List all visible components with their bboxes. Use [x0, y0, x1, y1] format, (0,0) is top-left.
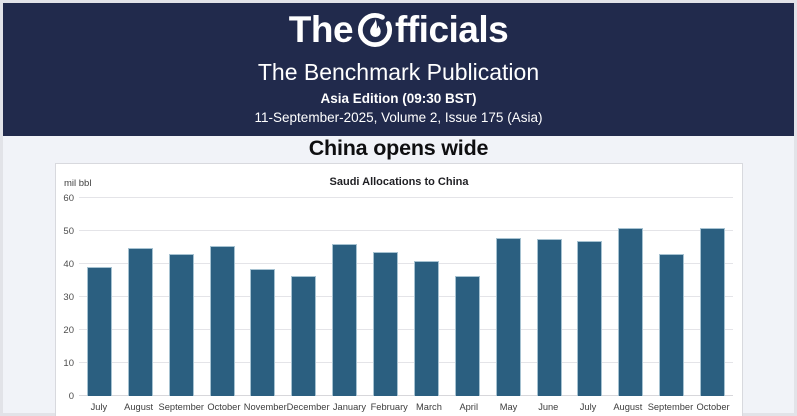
bar-1-july [86, 267, 112, 396]
bars [79, 198, 733, 396]
y-tick-label: 20 [63, 325, 74, 337]
y-tick-label: 10 [63, 358, 74, 370]
masthead: The fficials The Benchmark Publication A… [3, 3, 794, 136]
chart-title: Saudi Allocations to China [329, 176, 469, 188]
bar-slot [529, 198, 570, 396]
headline: China opens wide [308, 136, 489, 160]
x-axis-label: May [499, 402, 518, 412]
bar-slot [488, 198, 529, 396]
x-axis-label: November [243, 402, 287, 412]
x-axis-label: February [370, 402, 408, 412]
bar-slot [570, 198, 611, 396]
y-tick-label: 50 [63, 226, 74, 237]
bar-5-november [250, 268, 276, 396]
gridline [79, 263, 733, 265]
brand-text-the: The [288, 9, 354, 50]
bar-slot [243, 198, 284, 396]
bar-slot [120, 198, 161, 396]
x-axis-label: April [459, 402, 479, 412]
bar-slot [79, 198, 120, 396]
publication-subtitle: The Benchmark Publication [257, 59, 540, 85]
edition-line: Asia Edition (09:30 BST) [320, 91, 477, 106]
x-axis-label: September [647, 402, 694, 412]
gridline [79, 362, 733, 364]
bar-9-march [413, 260, 439, 396]
bar-16-october [700, 227, 726, 396]
bar-chart-plot: 0 10 20 30 40 50 60 [63, 193, 733, 402]
bar-slot [447, 198, 488, 396]
bar-8-february [373, 252, 399, 396]
x-axis-label: March [416, 402, 442, 412]
bar-10-april [454, 275, 480, 396]
brand-text-fficials: fficials [395, 9, 509, 50]
x-axis-label: June [538, 402, 559, 412]
x-axis-label: July [90, 402, 108, 412]
bar-slot [283, 198, 324, 396]
bar-7-january [332, 244, 358, 396]
x-axis-label: August [613, 402, 643, 412]
bar-slot [406, 198, 447, 396]
bar-15-september [659, 254, 685, 396]
y-tick-label: 60 [63, 193, 74, 204]
bar-11-may [495, 237, 521, 396]
bar-slot [161, 198, 202, 396]
brand-logo: The fficials [3, 10, 794, 57]
x-axis-label: August [124, 402, 154, 412]
x-axis-label: December [286, 402, 330, 412]
issue-line: 11-September-2025, Volume 2, Issue 175 (… [254, 110, 543, 125]
y-tick-label: 40 [63, 259, 74, 271]
y-tick-label: 0 [68, 391, 74, 402]
x-axis-label: January [332, 402, 366, 412]
gridline [79, 296, 733, 297]
gridline [79, 197, 733, 198]
bar-12-june [536, 239, 562, 396]
bar-slot [202, 198, 243, 396]
gridline [79, 230, 733, 231]
x-axis-label: July [579, 402, 597, 412]
gridline [79, 329, 733, 331]
x-axis-label: October [207, 402, 241, 412]
y-axis-unit-label: mil bbl [64, 178, 92, 189]
x-axis-label: October [696, 402, 730, 412]
gridline [79, 395, 733, 396]
bar-3-september [168, 254, 194, 396]
officials-flame-logo-icon [356, 11, 394, 57]
bar-slot [651, 198, 692, 396]
chart-card: Saudi Allocations to China mil bbl 0 10 20… [55, 163, 743, 416]
x-axis-label: September [158, 402, 205, 412]
bar-slot [692, 198, 733, 396]
y-tick-label: 30 [63, 292, 74, 303]
bar-slot [324, 198, 365, 396]
x-axis-labels: July August September October November Decemb… [79, 402, 733, 412]
bar-2-august [127, 247, 153, 396]
bar-6-december [291, 275, 317, 396]
bar-slot [365, 198, 406, 396]
bar-13-july [577, 240, 603, 396]
bar-4-october [209, 245, 235, 396]
bar-14-august [618, 227, 644, 396]
bar-slot [610, 198, 651, 396]
